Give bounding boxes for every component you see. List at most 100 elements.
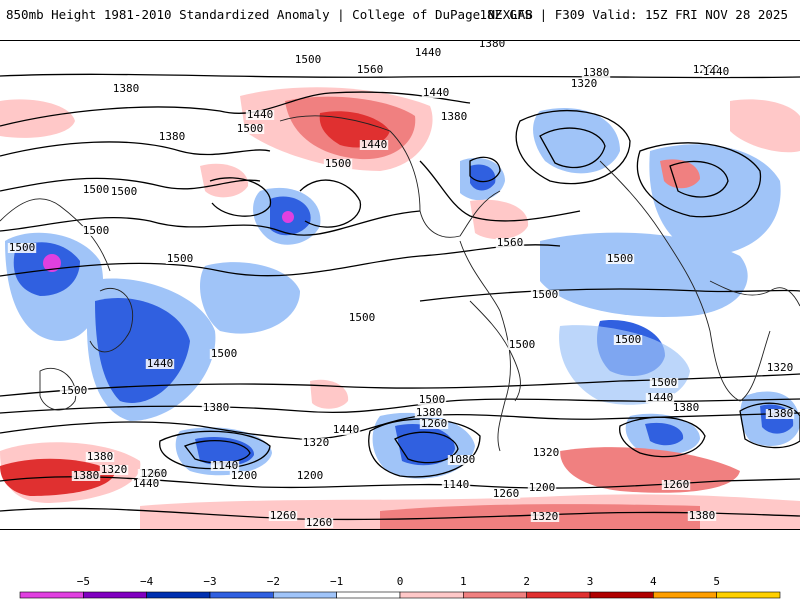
contour-label-background [293,55,323,65]
contour-label-background [413,48,443,58]
title-bar: 850mb Height 1981-2010 Standardized Anom… [0,0,800,40]
contour-label: 1440 [647,391,674,404]
contour-label-background [165,254,195,264]
colorbar-tick-label: −4 [140,575,154,588]
contour-label-background [671,403,701,413]
contour-label-background [441,480,471,490]
contour-label-background [71,471,101,481]
contour-label-background [347,313,377,323]
contour-label-background [649,378,679,388]
contour-label-background [645,393,675,403]
colorbar-tick-label: 3 [587,575,594,588]
contour-label: 1200 [297,469,324,482]
contour-label: 1080 [449,453,476,466]
map-title: 850mb Height 1981-2010 Standardized Anom… [6,7,533,22]
contour-label: 1140 [443,478,470,491]
contour-label: 1440 [423,86,450,99]
contour-label: 1500 [419,393,446,406]
anomaly-map: 1380150015601440138012601380144013201440… [0,40,800,530]
contour-label-background [99,465,129,475]
contour-label: 1260 [421,417,448,430]
contour-label-background [569,79,599,89]
contour-label-background [419,419,449,429]
colorbar-swatch [653,591,717,599]
contour-label: 1500 [349,311,376,324]
contour-label-background [201,403,231,413]
contour-label: 1500 [237,122,264,135]
colorbar-tick-label: 4 [650,575,657,588]
contour-label: 1260 [493,487,520,500]
colorbar-swatch [83,591,147,599]
contour-label-background [477,41,507,49]
contour-label: 1260 [306,516,333,529]
colorbar-tick-label: 1 [460,575,467,588]
colorbar-tick-label: 2 [523,575,530,588]
contour-label: 1320 [571,77,598,90]
contour-label: 1320 [303,436,330,449]
contour-label: 1500 [211,347,238,360]
contour-label: 1320 [533,446,560,459]
contour-label: 1380 [113,82,140,95]
contour-label: 1440 [247,108,274,121]
colorbar-swatch [463,591,527,599]
colorbar-tick-label: −1 [330,575,343,588]
contour-label-background [131,479,161,489]
contour-label-background [81,226,111,236]
contour-label: 1380 [689,509,716,522]
contour-label: 1320 [101,463,128,476]
contour-label-background [210,461,240,471]
contour-label-background [507,340,537,350]
colorbar-tick-label: 5 [713,575,720,588]
contour-label: 1500 [607,252,634,265]
colorbar-tick-label: 0 [397,575,404,588]
contour-label-background [495,238,525,248]
contour-label: 1560 [497,236,524,249]
contour-label-background [85,452,115,462]
contour-label-background [414,408,444,418]
contour-label-background [209,349,239,359]
contour-label-background [765,409,795,419]
contour-label: 1200 [231,469,258,482]
contour-label-background [295,471,325,481]
contour-label: 1380 [73,469,100,482]
contour-label: 1500 [295,53,322,66]
colorbar-tick-label: −2 [267,575,280,588]
contour-label-background [417,395,447,405]
contour-label-background [765,363,795,373]
contour-label-background [301,438,331,448]
colorbar-swatch [273,591,337,599]
contour-labels: 1380150015601440138012601380144013201440… [7,41,795,529]
contour-label: 1320 [767,361,794,374]
contour-label-background [7,243,37,253]
contour-label: 1500 [509,338,536,351]
contour-label: 1560 [357,63,384,76]
contour-label: 1380 [673,401,700,414]
colorbar-swatch [589,591,654,599]
contour-label: 1380 [479,41,506,50]
positive-anomaly-shading [0,87,800,529]
contour-label-background [304,518,334,528]
contour-label-background [530,512,560,522]
contour-label-background [605,254,635,264]
colorbar-swatch [716,591,781,599]
contour-label: 1440 [415,46,442,59]
contour-label: 1440 [703,65,730,78]
contour-label: 1500 [83,183,110,196]
contour-label-background [109,187,139,197]
contour-label-background [447,455,477,465]
contour-label-background [439,112,469,122]
contour-label: 1500 [651,376,678,389]
contour-label-background [581,68,611,78]
contour-label: 1200 [529,481,556,494]
contour-label-background [331,425,361,435]
contour-label: 1380 [767,407,794,420]
contour-label: 1440 [361,138,388,151]
contour-label: 1500 [532,288,559,301]
contour-label: 1500 [9,241,36,254]
contour-label: 1380 [159,130,186,143]
contour-label-background [157,132,187,142]
colorbar-swatch [19,591,84,599]
contour-label-background [661,480,691,490]
contour-label-background [59,386,89,396]
contour-label-background [355,65,385,75]
